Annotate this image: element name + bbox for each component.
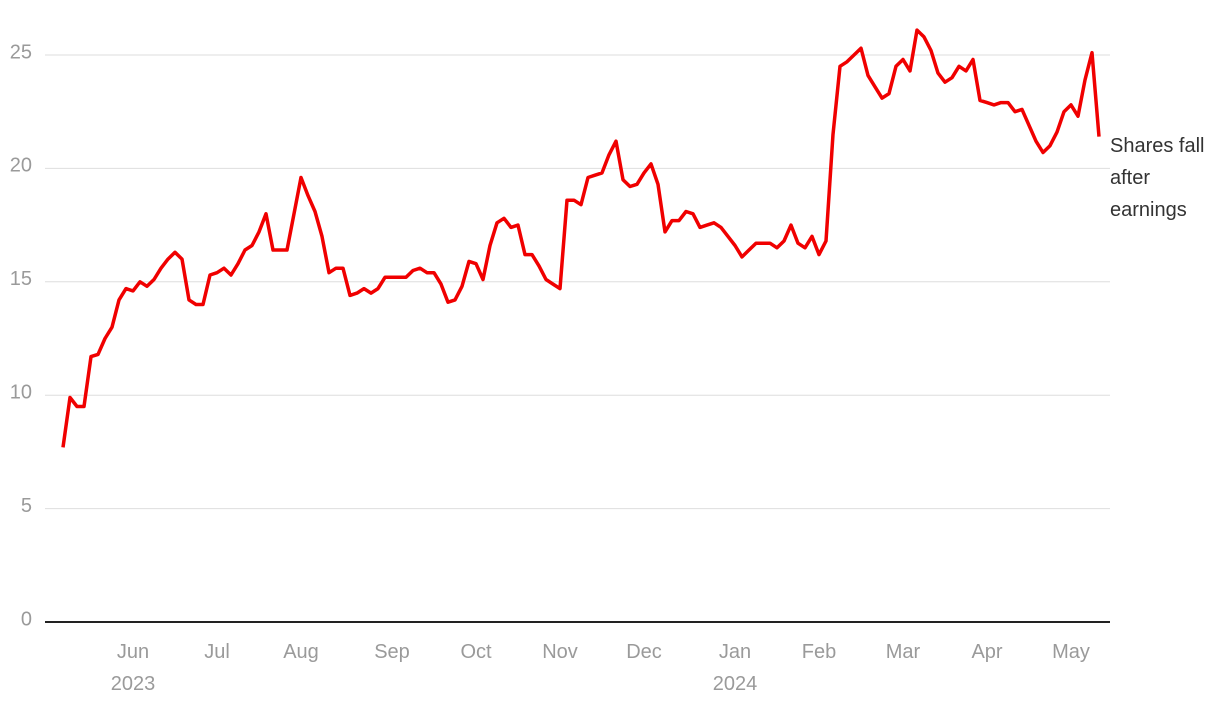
x-tick-label: Jan — [719, 641, 751, 663]
x-tick-label: Nov — [542, 641, 578, 663]
x-tick-label: Sep — [374, 641, 410, 663]
year-label: 2023 — [111, 673, 156, 695]
x-tick-label: Oct — [460, 641, 492, 663]
y-tick-label: 5 — [21, 495, 32, 517]
x-tick-label: Feb — [802, 641, 836, 663]
x-tick-label: Jun — [117, 641, 149, 663]
y-tick-label: 20 — [10, 155, 32, 177]
x-tick-label: Mar — [886, 641, 921, 663]
y-tick-label: 10 — [10, 381, 32, 403]
annotation: Shares fall after earnings — [1110, 135, 1205, 221]
x-tick-label: May — [1052, 641, 1090, 663]
price-line — [61, 28, 1101, 448]
x-tick-label: Jul — [204, 641, 230, 663]
x-tick-label: Dec — [626, 641, 662, 663]
x-tick-label: Aug — [283, 641, 319, 663]
y-tick-label: 25 — [10, 41, 32, 63]
year-label: 2024 — [713, 673, 758, 695]
y-tick-label: 0 — [21, 608, 32, 630]
y-tick-label: 15 — [10, 268, 32, 290]
x-tick-label: Apr — [971, 641, 1002, 663]
